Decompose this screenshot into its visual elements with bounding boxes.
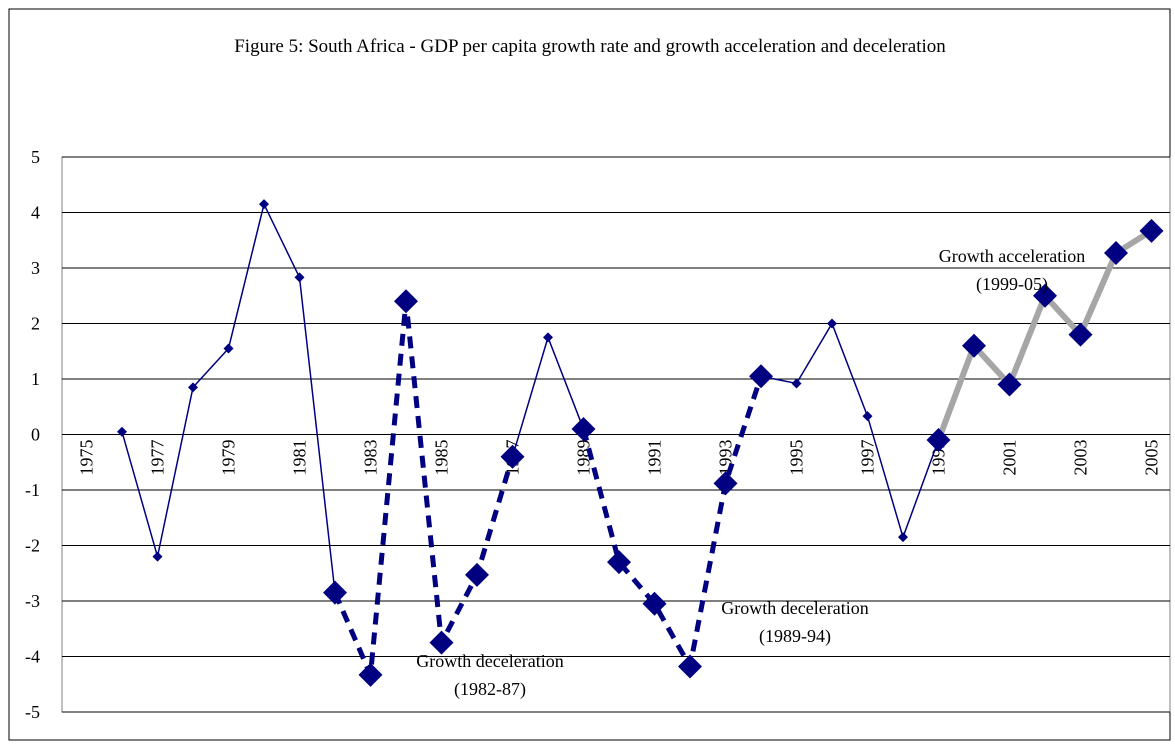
data-point	[1033, 283, 1057, 308]
data-point	[607, 550, 631, 575]
data-point	[1068, 322, 1093, 347]
annotation: Growth deceleration	[721, 598, 868, 618]
data-point	[500, 444, 525, 469]
data-point	[223, 343, 234, 354]
data-point	[898, 532, 908, 543]
data-point	[749, 364, 773, 389]
annotation: (1982-87)	[454, 679, 526, 700]
series-line	[121, 201, 336, 593]
data-point	[543, 332, 553, 343]
x-tick-label: 2005	[1142, 440, 1162, 476]
chart-border	[8, 8, 1171, 741]
data-point	[827, 318, 837, 329]
data-point	[791, 378, 802, 389]
x-tick-label: 2001	[1000, 440, 1020, 476]
x-tick-label: 1995	[787, 440, 807, 476]
annotation: (1999-05)	[976, 274, 1048, 295]
data-point	[1104, 241, 1128, 266]
x-tick-label: 1999	[929, 440, 949, 476]
data-point	[997, 372, 1022, 397]
series-line	[511, 335, 585, 457]
series-line	[581, 375, 764, 674]
data-point	[188, 382, 198, 393]
data-point	[152, 551, 163, 562]
y-tick-label: 5	[31, 147, 40, 167]
series-line	[760, 321, 940, 540]
series-line	[332, 301, 515, 676]
y-tick-label: -1	[25, 480, 40, 500]
x-tick-label: 1979	[219, 440, 239, 476]
data-point	[117, 426, 127, 437]
data-point	[358, 662, 383, 687]
y-tick-label: 0	[31, 425, 40, 445]
data-point	[862, 411, 873, 422]
data-point	[642, 591, 667, 616]
x-tick-label: 1981	[290, 440, 310, 476]
data-point	[323, 580, 347, 605]
data-point	[259, 199, 269, 210]
data-point	[394, 289, 418, 314]
y-tick-label: -5	[25, 702, 40, 722]
x-tick-label: 1997	[858, 440, 878, 476]
chart-title: Figure 5: South Africa - GDP per capita …	[234, 36, 946, 57]
annotation: Growth acceleration	[939, 246, 1085, 266]
y-tick-label: -3	[25, 591, 40, 611]
y-tick-label: 4	[31, 203, 40, 223]
data-point	[465, 562, 489, 587]
data-point	[713, 471, 738, 496]
x-tick-label: 1977	[148, 440, 168, 476]
y-tick-label: -2	[25, 536, 40, 556]
data-point	[1139, 218, 1164, 243]
x-tick-label: 1983	[361, 440, 381, 476]
x-tick-label: 1991	[645, 440, 665, 476]
y-tick-label: 3	[31, 258, 40, 278]
y-tick-label: 2	[31, 314, 40, 334]
data-point	[294, 272, 305, 283]
annotation: (1989-94)	[759, 626, 831, 647]
x-tick-label: 1975	[77, 440, 97, 476]
data-point	[926, 428, 951, 453]
x-tick-label: 2003	[1071, 440, 1091, 476]
x-tick-label: 1985	[432, 440, 452, 476]
data-point	[571, 416, 596, 441]
data-point	[678, 654, 702, 679]
data-point	[962, 333, 986, 358]
annotation: Growth deceleration	[416, 651, 563, 671]
y-tick-label: 1	[31, 369, 40, 389]
data-point	[429, 630, 454, 655]
y-tick-label: -4	[25, 647, 40, 667]
